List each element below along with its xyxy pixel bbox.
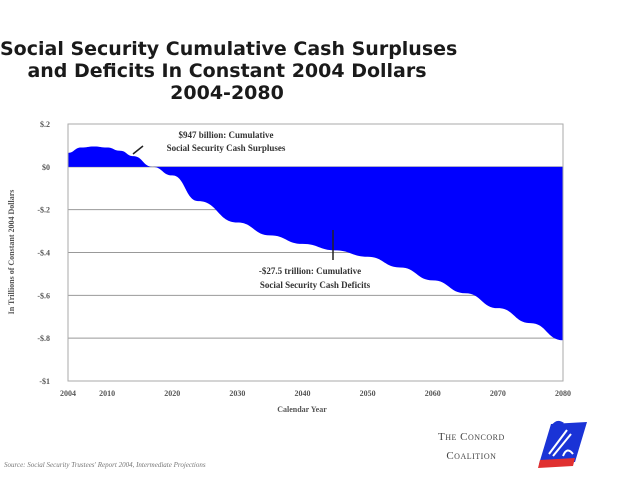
x-tick-label: 2070 — [490, 389, 506, 398]
y-axis-ticks: $.2 $0 -$.2 -$.4 -$.6 -$.8 -$1 — [37, 120, 50, 386]
x-axis-label: Calendar Year — [277, 405, 327, 414]
x-tick-label: 2060 — [425, 389, 441, 398]
x-tick-label: 2020 — [164, 389, 180, 398]
logo-line-2: Coalition — [446, 450, 497, 462]
source-note: Source: Social Security Trustees' Report… — [4, 461, 206, 469]
y-axis-label: In Trillions of Constant 2004 Dollars — [7, 190, 16, 315]
deficit-annotation-line-2: Social Security Cash Deficits — [260, 280, 371, 290]
y-tick-label: -$.4 — [37, 249, 50, 258]
x-tick-label: 2050 — [360, 389, 376, 398]
x-tick-label: 2010 — [99, 389, 115, 398]
x-tick-label: 2040 — [294, 389, 310, 398]
logo-line-1: The Concord — [438, 431, 505, 443]
y-tick-label: -$.2 — [37, 206, 50, 215]
concord-coalition-logo-text: The Concord Coalition — [438, 428, 505, 466]
concord-coalition-logo-icon — [538, 420, 587, 468]
y-tick-label: $0 — [42, 163, 50, 172]
x-tick-label: 2080 — [555, 389, 571, 398]
surplus-pointer — [132, 145, 144, 155]
chart-title: Social Security Cumulative Cash Surpluse… — [0, 38, 458, 104]
surplus-annotation-line-1: $947 billion: Cumulative — [178, 130, 273, 140]
x-tick-label: 2030 — [229, 389, 245, 398]
data-area — [68, 146, 563, 341]
y-tick-label: -$1 — [39, 377, 50, 386]
title-line-3: 2004-2080 — [170, 82, 284, 104]
title-line-1: Social Security Cumulative Cash Surpluse… — [0, 38, 458, 60]
title-line-2: and Deficits In Constant 2004 Dollars — [27, 60, 427, 82]
deficit-annotation-line-1: -$27.5 trillion: Cumulative — [259, 266, 361, 276]
plot-frame — [67, 123, 564, 382]
x-tick-label: 2004 — [60, 389, 76, 398]
y-tick-label: $.2 — [40, 120, 50, 129]
surplus-annotation-line-2: Social Security Cash Surpluses — [167, 143, 286, 153]
y-tick-label: -$.6 — [37, 291, 50, 300]
y-tick-label: -$.8 — [37, 334, 50, 343]
x-axis-ticks: 2004 2010 2020 2030 2040 2050 2060 2070 2080 — [60, 389, 571, 398]
